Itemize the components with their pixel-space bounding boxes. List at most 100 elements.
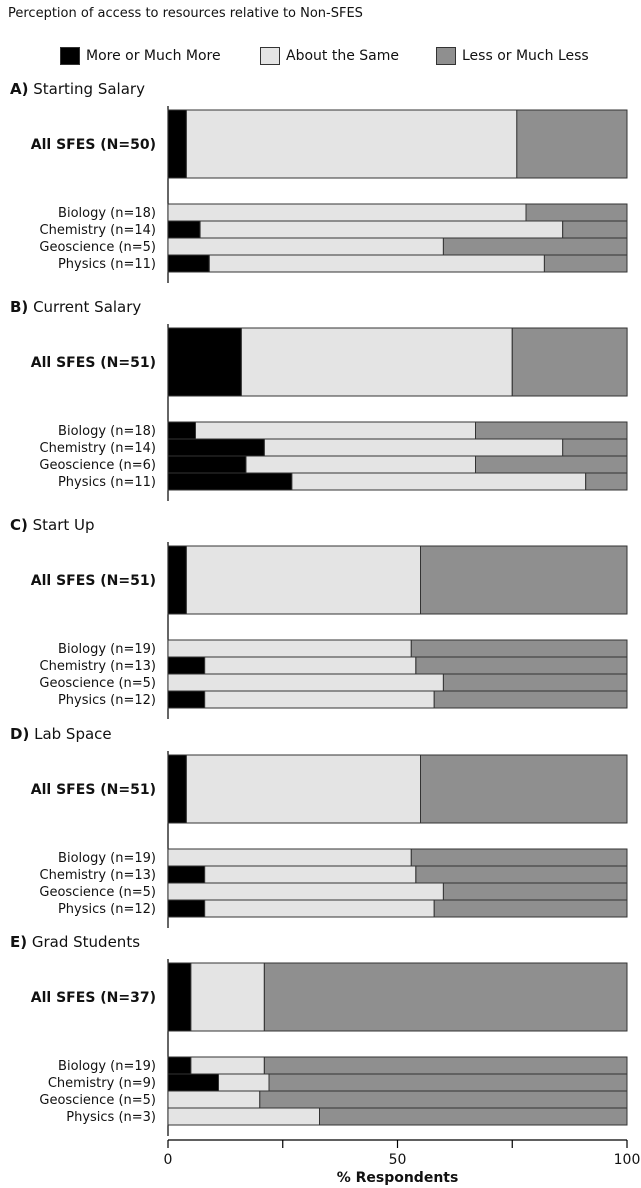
panel-b-bar-biology-label: Biology (n=18)	[58, 424, 156, 439]
panel-e-bar-biology-segment-more	[167, 1056, 192, 1075]
legend-swatch-less	[436, 47, 456, 65]
panel-b-bar-chemistry-label: Chemistry (n=14)	[40, 441, 156, 456]
panel-d-all-bar-segment-same	[185, 754, 421, 824]
panel-b-letter: B)	[10, 298, 28, 316]
panel-a-all-bar-segment-same	[185, 109, 518, 179]
panel-a-bar-geoscience-segment-same	[167, 237, 444, 256]
panel-e-bar-chemistry-segment-less	[268, 1073, 628, 1092]
panel-c-bar-geoscience-label: Geoscience (n=5)	[39, 676, 156, 691]
chart-title: Perception of access to resources relati…	[8, 6, 363, 21]
panel-c-bar-biology-segment-less	[410, 639, 628, 658]
panel-d-bar-physics-segment-more	[167, 899, 206, 918]
panel-c-bar-geoscience-segment-less	[442, 673, 628, 692]
panel-e-bar-chemistry-segment-same	[218, 1073, 270, 1092]
panel-d-bar-physics-segment-same	[204, 899, 435, 918]
panel-a-bar-biology-label: Biology (n=18)	[58, 206, 156, 221]
panel-e-all-bar-label: All SFES (N=37)	[31, 990, 156, 1006]
panel-d-title: Lab Space	[29, 725, 111, 743]
panel-d-bar-chemistry-segment-more	[167, 865, 206, 884]
panel-d-bar-biology-segment-less	[410, 848, 628, 867]
panel-e-bar-geoscience-segment-same	[167, 1090, 261, 1109]
panel-b-bar-biology-segment-same	[195, 421, 476, 440]
legend-item-less: Less or Much Less	[436, 46, 589, 66]
panel-e-bar-physics-segment-same	[167, 1107, 320, 1126]
panel-b-bar-chemistry-segment-more	[167, 438, 265, 457]
panel-b-bar-geoscience-segment-same	[245, 455, 476, 474]
panel-d-bar-chemistry-segment-same	[204, 865, 417, 884]
panel-b-title: Current Salary	[28, 298, 141, 316]
panel-b-bar-geoscience-segment-more	[167, 455, 247, 474]
panel-d-bar-chemistry-segment-less	[415, 865, 628, 884]
panel-c-title: Start Up	[28, 516, 95, 534]
panel-c-all-bar-segment-less	[420, 545, 628, 615]
panel-d-bar-physics-segment-less	[433, 899, 628, 918]
x-tick-label-50: 50	[389, 1152, 407, 1168]
panel-a-heading: A) Starting Salary	[10, 80, 145, 98]
panel-e-bar-geoscience-segment-less	[259, 1090, 628, 1109]
x-tick-label-0: 0	[164, 1152, 173, 1168]
panel-b-all-bar-segment-more	[167, 327, 242, 397]
panel-c-all-bar-segment-more	[167, 545, 187, 615]
panel-c-bar-chemistry-segment-less	[415, 656, 628, 675]
panel-c-bar-biology-label: Biology (n=19)	[58, 642, 156, 657]
panel-b-bar-physics-segment-more	[167, 472, 293, 491]
panel-d-all-bar-segment-less	[420, 754, 628, 824]
panel-c-bar-chemistry-segment-same	[204, 656, 417, 675]
panel-d-all-bar-segment-more	[167, 754, 187, 824]
panel-a-bar-geoscience-segment-less	[442, 237, 628, 256]
panel-b-bar-geoscience-segment-less	[475, 455, 628, 474]
panel-a-bar-physics-segment-less	[543, 254, 628, 273]
legend-item-more: More or Much More	[60, 46, 221, 66]
panel-a-bar-biology-segment-less	[525, 203, 628, 222]
panel-e-heading: E) Grad Students	[10, 933, 140, 951]
panel-d-letter: D)	[10, 725, 29, 743]
panel-e-bar-biology-label: Biology (n=19)	[58, 1059, 156, 1074]
panel-c-bar-chemistry-segment-more	[167, 656, 206, 675]
panel-c-bar-geoscience-segment-same	[167, 673, 444, 692]
panel-a-bar-chemistry-label: Chemistry (n=14)	[40, 223, 156, 238]
panel-e-all-bar-segment-same	[190, 962, 265, 1032]
panel-d-bar-geoscience-label: Geoscience (n=5)	[39, 885, 156, 900]
panel-b-bar-chemistry-segment-less	[562, 438, 628, 457]
panel-a-bar-geoscience-label: Geoscience (n=5)	[39, 240, 156, 255]
panel-d-heading: D) Lab Space	[10, 725, 112, 743]
panel-a-bar-chemistry-segment-less	[562, 220, 628, 239]
panel-e-all-bar-segment-more	[167, 962, 192, 1032]
panel-b-bar-physics-segment-less	[585, 472, 628, 491]
panel-a-letter: A)	[10, 80, 28, 98]
panel-b-bar-geoscience-label: Geoscience (n=6)	[39, 458, 156, 473]
x-axis-title: % Respondents	[337, 1170, 459, 1186]
panel-c-bar-biology-segment-same	[167, 639, 412, 658]
panel-c-heading: C) Start Up	[10, 516, 95, 534]
panel-c-bar-chemistry-label: Chemistry (n=13)	[40, 659, 156, 674]
panel-c-letter: C)	[10, 516, 28, 534]
panel-d-bar-physics-label: Physics (n=12)	[58, 902, 156, 917]
panel-e-bar-biology-segment-same	[190, 1056, 265, 1075]
panel-a-bar-chemistry-segment-more	[167, 220, 201, 239]
panel-b-all-bar-segment-less	[511, 327, 628, 397]
panel-d-bar-geoscience-segment-same	[167, 882, 444, 901]
panel-b-bar-chemistry-segment-same	[263, 438, 564, 457]
panel-a-bar-physics-label: Physics (n=11)	[58, 257, 156, 272]
panel-b-heading: B) Current Salary	[10, 298, 141, 316]
panel-c-all-bar-segment-same	[185, 545, 421, 615]
legend-label-more: More or Much More	[86, 48, 221, 64]
panel-e-bar-physics-label: Physics (n=3)	[66, 1110, 156, 1125]
legend-swatch-more	[60, 47, 80, 65]
legend-label-same: About the Same	[286, 48, 399, 64]
panel-c-bar-physics-label: Physics (n=12)	[58, 693, 156, 708]
x-tick-label-100: 100	[614, 1152, 641, 1168]
panel-d-bar-geoscience-segment-less	[442, 882, 628, 901]
panel-e-letter: E)	[10, 933, 27, 951]
panel-e-all-bar-segment-less	[263, 962, 628, 1032]
panel-e-bar-chemistry-segment-more	[167, 1073, 219, 1092]
panel-a-bar-biology-segment-same	[167, 203, 527, 222]
panel-c-all-bar-label: All SFES (N=51)	[31, 573, 156, 589]
panel-a-bar-physics-segment-same	[208, 254, 545, 273]
panel-d-bar-biology-segment-same	[167, 848, 412, 867]
panel-a-all-bar-segment-less	[516, 109, 628, 179]
panel-c-bar-physics-segment-less	[433, 690, 628, 709]
panel-b-bar-biology-segment-more	[167, 421, 196, 440]
legend-item-same: About the Same	[260, 46, 399, 66]
